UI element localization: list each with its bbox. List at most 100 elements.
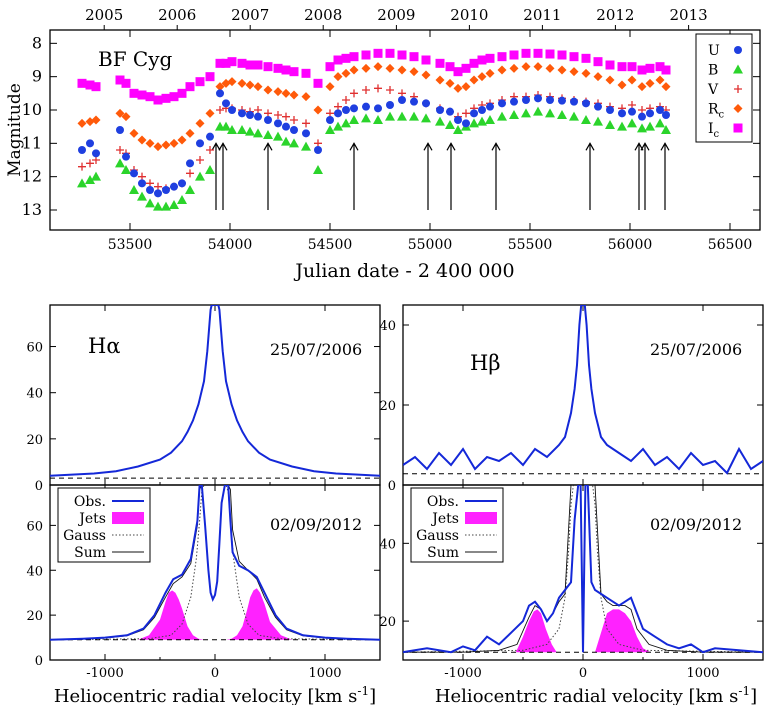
- rc-point: [313, 105, 323, 115]
- rc-point: [195, 118, 205, 128]
- rc-point: [361, 63, 371, 73]
- v-point: [462, 109, 470, 118]
- ic-point: [221, 58, 231, 68]
- y-tick-label: 12: [22, 167, 42, 186]
- rc-point: [325, 82, 335, 92]
- ic-point: [177, 88, 187, 98]
- u-point: [470, 109, 478, 118]
- u-point: [138, 179, 146, 188]
- b-point: [227, 125, 237, 134]
- u-point: [282, 122, 290, 131]
- ic-point: [205, 72, 215, 82]
- h-beta-top-plot: 0 20 40: [379, 305, 764, 494]
- v-point: [342, 96, 350, 104]
- ic-point: [435, 58, 445, 68]
- u-point: [734, 46, 742, 54]
- h-alpha-top-plot: 0 20 40 60: [26, 305, 381, 494]
- y-tick-label: 60: [26, 341, 43, 356]
- year-label: 2007: [231, 6, 269, 24]
- plot-area: [50, 305, 380, 479]
- y-tick-label: 11: [22, 133, 42, 152]
- u-point: [130, 169, 138, 178]
- u-point: [594, 102, 602, 111]
- v-point: [734, 85, 742, 93]
- u-point: [638, 112, 646, 121]
- x-tick-label: -1000: [444, 666, 481, 681]
- u-point: [498, 99, 506, 108]
- rc-point: [461, 82, 471, 92]
- rc-point: [593, 72, 603, 82]
- rc-point: [485, 68, 495, 78]
- h-alpha-xlabel: Heliocentric radial velocity [km s-1]: [54, 684, 376, 705]
- ic-point: [85, 80, 95, 90]
- h-beta-xlabel-main: Heliocentric radial velocity [km s: [435, 686, 739, 705]
- ic-point: [453, 67, 463, 77]
- u-point: [662, 111, 670, 119]
- u-point: [570, 97, 578, 106]
- u-point: [478, 106, 486, 114]
- x-tick-label: 0: [579, 666, 587, 681]
- obs-line: [403, 305, 763, 475]
- b-point: [637, 123, 647, 133]
- b-point: [77, 178, 87, 188]
- rc-point: [237, 78, 247, 88]
- legend-label: Rc: [708, 102, 725, 121]
- u-point: [582, 99, 590, 108]
- rc-point: [333, 72, 343, 82]
- b-point: [91, 171, 101, 181]
- b-point: [435, 116, 445, 126]
- rc-point: [445, 78, 455, 88]
- rc-point: [161, 140, 171, 150]
- ic-point: [77, 78, 87, 88]
- ic-point: [733, 123, 743, 133]
- b-point: [137, 191, 147, 201]
- rc-point: [153, 142, 163, 152]
- ic-point: [301, 68, 311, 78]
- ic-point: [445, 62, 455, 72]
- light-curve-series: [77, 48, 671, 211]
- legend-label: B: [708, 63, 718, 79]
- ic-point: [227, 57, 237, 67]
- b-point: [115, 158, 125, 168]
- legend-box: [695, 33, 753, 143]
- u-point: [154, 189, 162, 198]
- ic-point: [115, 75, 125, 85]
- ic-point: [313, 78, 323, 88]
- b-point: [445, 120, 455, 129]
- u-point: [228, 106, 236, 114]
- b-point: [521, 108, 531, 118]
- u-point: [302, 129, 310, 138]
- v-point: [186, 169, 194, 178]
- b-point: [545, 108, 555, 118]
- h-alpha-top-date: 25/07/2006: [270, 340, 362, 359]
- legend-label: Sum: [427, 545, 459, 561]
- x-tick-label: 54500: [308, 237, 353, 253]
- b-point: [169, 200, 179, 209]
- v-point: [274, 111, 282, 119]
- light-curve-xlabel: Julian date - 2 400 000: [293, 260, 514, 282]
- ic-point: [237, 58, 247, 68]
- ic-point: [349, 52, 359, 62]
- rc-point: [263, 85, 273, 95]
- ic-point: [273, 63, 283, 73]
- b-point: [593, 116, 603, 126]
- x-tick-label: 54000: [208, 237, 253, 253]
- b-point: [245, 126, 255, 136]
- rc-point: [453, 83, 463, 93]
- b-point: [205, 165, 215, 174]
- ic-point: [461, 63, 471, 73]
- y-tick-label: 13: [22, 200, 42, 219]
- light-curve-title: BF Cyg: [98, 47, 173, 71]
- ic-point: [617, 62, 627, 72]
- u-point: [222, 99, 230, 108]
- rc-point: [605, 75, 615, 85]
- rc-point: [509, 63, 519, 73]
- ic-point: [289, 67, 299, 77]
- ic-point: [137, 90, 147, 100]
- event-arrows: [211, 142, 670, 210]
- u-point: [628, 107, 636, 116]
- u-point: [162, 186, 170, 194]
- ic-point: [627, 62, 637, 72]
